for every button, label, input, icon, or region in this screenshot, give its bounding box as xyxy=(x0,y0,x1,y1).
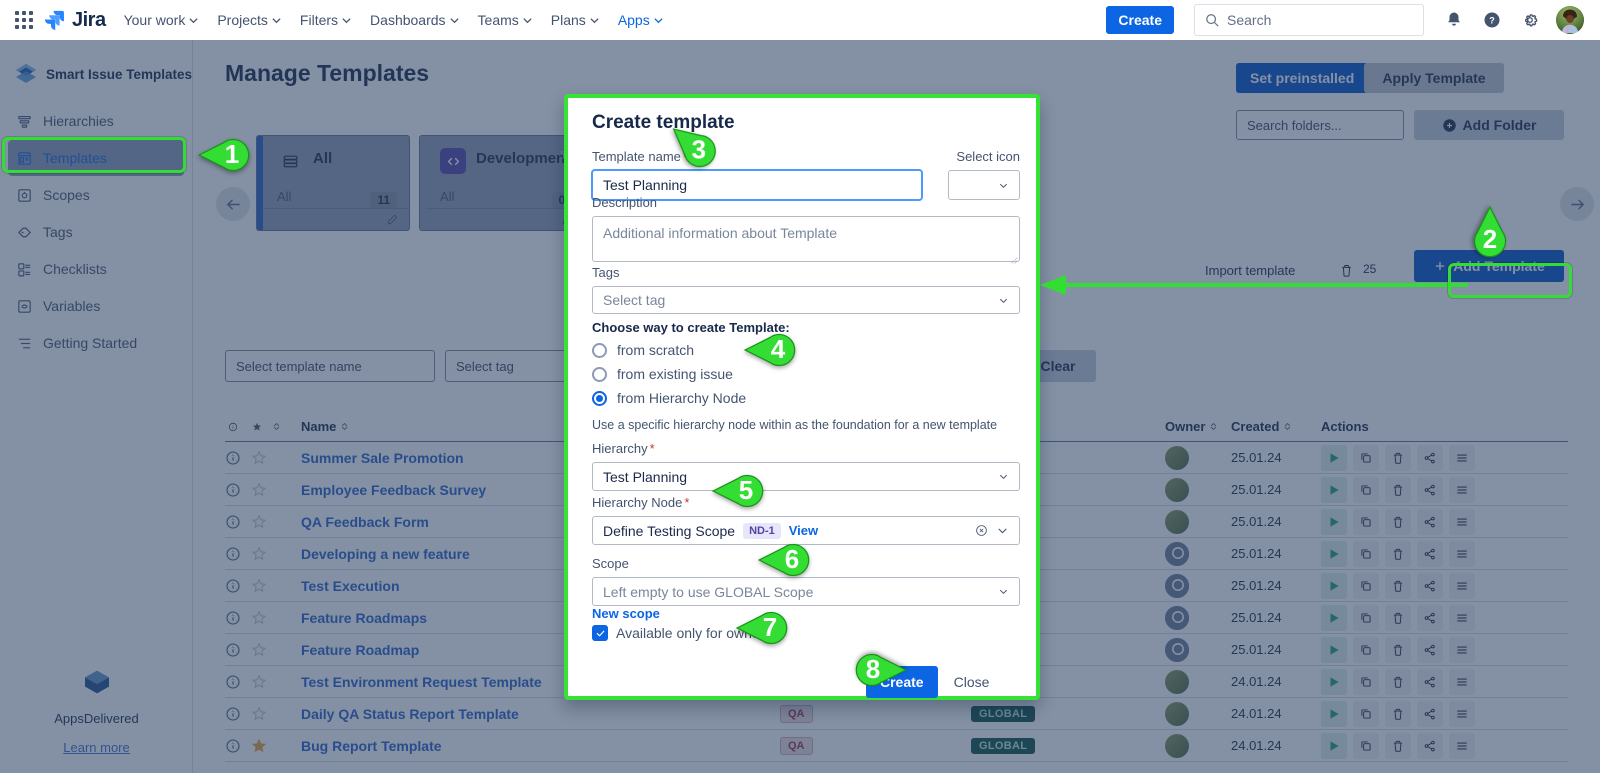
svg-text:?: ? xyxy=(1489,15,1495,25)
svg-text:7: 7 xyxy=(763,612,777,642)
svg-text:6: 6 xyxy=(785,544,799,574)
svg-text:3: 3 xyxy=(692,134,706,164)
svg-text:5: 5 xyxy=(739,475,753,505)
svg-text:8: 8 xyxy=(866,654,880,684)
svg-text:4: 4 xyxy=(771,334,786,364)
svg-text:1: 1 xyxy=(225,139,239,169)
svg-text:2: 2 xyxy=(1483,224,1497,254)
